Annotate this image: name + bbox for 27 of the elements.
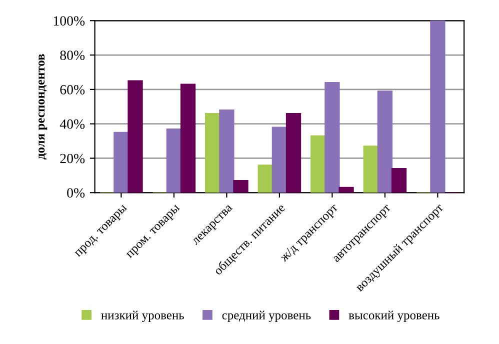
y-tick-label: 0% [67,188,85,198]
bar [338,186,354,193]
bar [310,135,326,193]
y-tick-label: 80% [60,50,85,60]
y-tick-label: 100% [54,16,85,26]
legend-label: средний уровень [222,310,311,322]
bar [391,168,407,193]
bar [219,110,234,193]
bar [128,80,143,193]
bar [233,180,248,193]
bar [272,126,288,193]
bar [286,112,302,193]
y-tick-label: 40% [60,119,85,129]
bar [114,132,129,193]
legend-label: высокий уровень [348,310,440,322]
bar [258,164,273,193]
legend-label: низкий уровень [101,310,184,322]
bar [363,146,378,193]
bar [430,20,446,193]
bar [205,112,220,193]
y-tick-label: 60% [60,85,85,94]
bar [324,82,340,193]
bar [166,128,182,193]
y-axis-title: доля респондентов [38,54,48,160]
bar [180,84,196,193]
bar [377,90,393,193]
y-tick-label: 20% [60,154,85,164]
